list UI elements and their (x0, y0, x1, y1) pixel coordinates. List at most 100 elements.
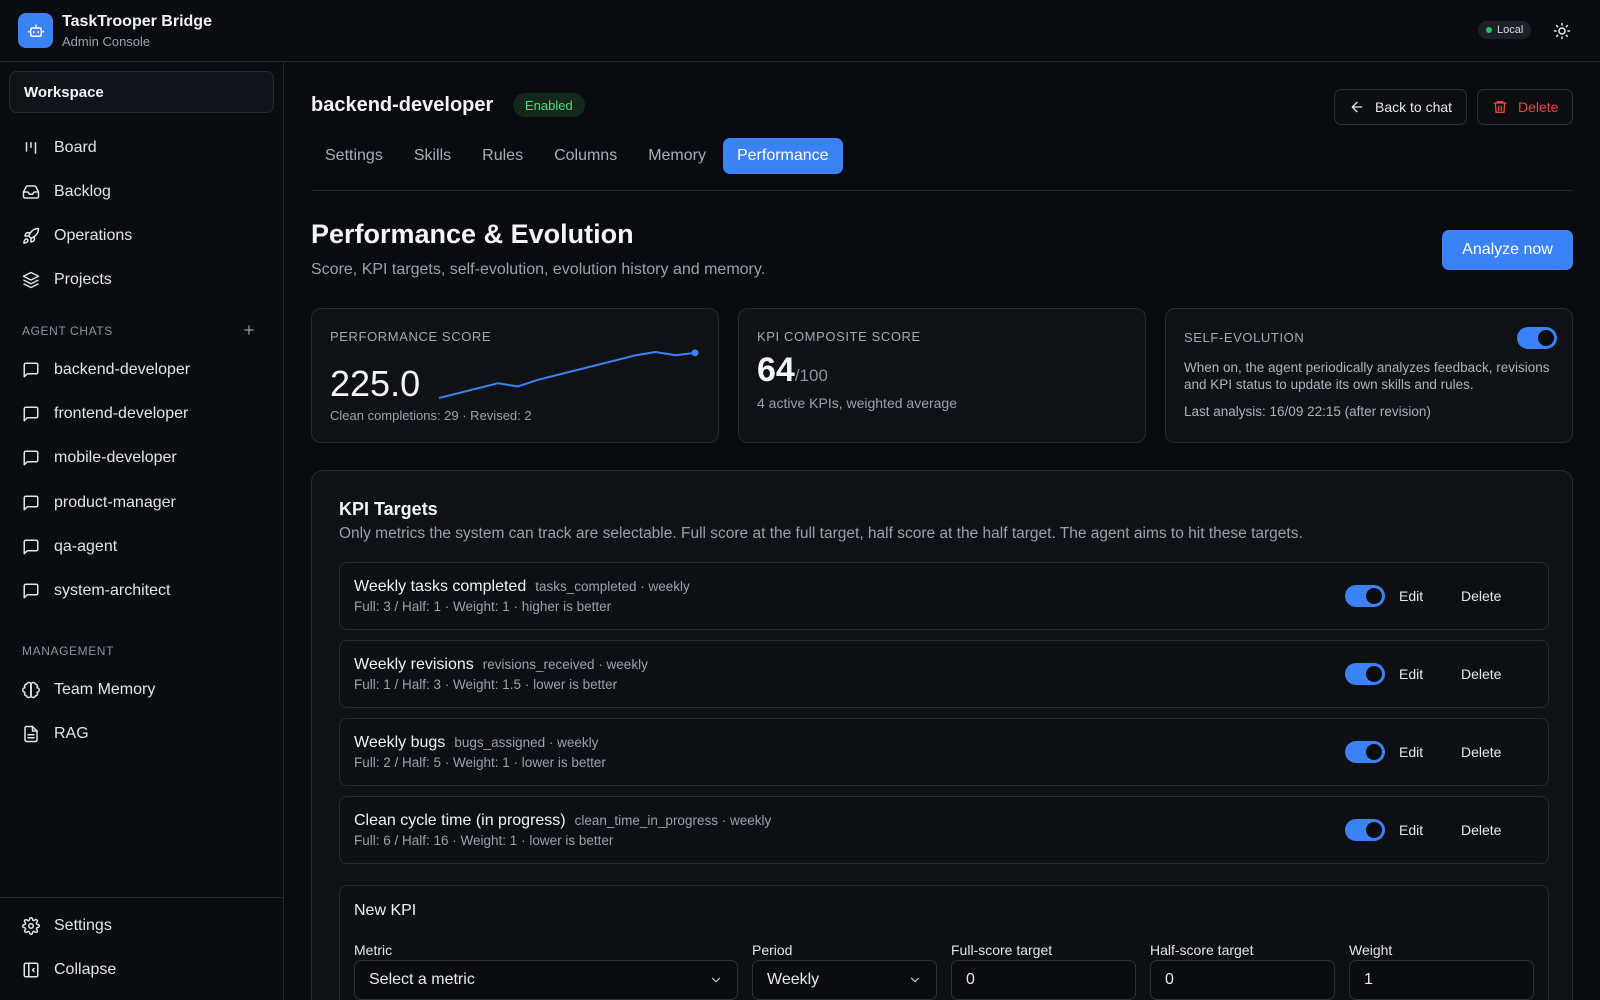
kpi-delete-button[interactable]: Delete (1461, 588, 1502, 604)
chat-icon (23, 450, 39, 466)
kpi-targets-description: Only metrics the system can track are se… (339, 525, 1303, 542)
chat-icon (23, 406, 39, 422)
board-icon (25, 142, 37, 154)
theme-toggle-button[interactable] (1551, 20, 1573, 42)
chat-item-product-manager[interactable]: product-manager (10, 484, 274, 522)
chat-item-backend-developer[interactable]: backend-developer (10, 351, 274, 389)
kpi-key: revisions_received · weekly (482, 657, 648, 672)
chat-icon (23, 539, 39, 555)
kpi-edit-button[interactable]: Edit (1399, 588, 1424, 604)
sidebar-item-label: Board (54, 139, 97, 156)
add-chat-button[interactable] (241, 322, 257, 338)
page-subtitle: Score, KPI targets, self-evolution, evol… (311, 261, 766, 278)
rocket-icon (23, 227, 40, 244)
kpi-row: Weekly bugs bugs_assigned · weekly Full: … (339, 718, 1549, 786)
tab-performance[interactable]: Performance (722, 138, 843, 174)
kpi-key: bugs_assigned · weekly (454, 735, 599, 750)
kpi-row: Clean cycle time (in progress) clean_time… (339, 796, 1549, 864)
sidebar-item-team-memory[interactable]: Team Memory (10, 671, 274, 709)
self-evolution-card: SELF-EVOLUTION When on, the agent period… (1165, 308, 1573, 443)
kpi-name: Weekly bugs (354, 734, 446, 751)
inbox-icon (22, 185, 40, 199)
sun-icon (1553, 22, 1571, 40)
half-score-target-input[interactable]: 0 (1150, 960, 1335, 1000)
performance-score-card: PERFORMANCE SCORE 225.0 Clean completion… (311, 308, 719, 443)
sidebar-footer-divider (0, 897, 284, 898)
collapse-icon (23, 962, 39, 978)
app-title: TaskTrooper Bridge (62, 13, 212, 30)
back-to-chat-button[interactable]: Back to chat (1334, 89, 1468, 125)
kpi-enabled-toggle[interactable] (1345, 663, 1385, 685)
kpi-meta: Full: 2 / Half: 5 · Weight: 1 · lower is… (354, 755, 606, 770)
half-score-target-label: Half-score target (1150, 942, 1254, 958)
app-subtitle: Admin Console (62, 34, 151, 49)
kpi-enabled-toggle[interactable] (1345, 585, 1385, 607)
chat-item-label: qa-agent (54, 538, 118, 555)
kpi-edit-button[interactable]: Edit (1399, 822, 1424, 838)
top-bar: TaskTrooper Bridge Admin Console Local (0, 0, 1600, 62)
kpi-edit-button[interactable]: Edit (1399, 744, 1424, 760)
sidebar-item-settings[interactable]: Settings (10, 907, 274, 945)
self-evolution-label: SELF-EVOLUTION (1184, 330, 1305, 345)
sidebar-item-label: RAG (54, 725, 89, 742)
kpi-delete-button[interactable]: Delete (1461, 822, 1502, 838)
layers-icon (22, 271, 40, 289)
chat-item-qa-agent[interactable]: qa-agent (10, 528, 274, 566)
kpi-name-wrap: Weekly revisions revisions_received · wee… (354, 656, 648, 674)
sidebar-item-label: Settings (54, 917, 112, 934)
self-evolution-toggle[interactable] (1517, 327, 1557, 349)
tab-skills[interactable]: Skills (413, 147, 452, 164)
kpi-enabled-toggle[interactable] (1345, 741, 1385, 763)
kpi-name-wrap: Clean cycle time (in progress) clean_time… (354, 812, 771, 830)
metric-label: Metric (354, 942, 393, 958)
tab-settings[interactable]: Settings (325, 147, 383, 164)
chat-item-system-architect[interactable]: system-architect (10, 572, 274, 610)
delete-agent-label: Delete (1518, 99, 1559, 115)
kpi-meta: Full: 3 / Half: 1 · Weight: 1 · higher i… (354, 599, 612, 614)
metric-select[interactable]: Select a metric (354, 960, 738, 1000)
agent-chats-heading: AGENT CHATS (22, 324, 113, 338)
kpi-composite-value: 64 (757, 351, 795, 389)
tab-columns[interactable]: Columns (554, 147, 618, 164)
environment-label: Local (1497, 24, 1524, 36)
performance-score-value: 225.0 (330, 363, 421, 404)
kpi-meta: Full: 1 / Half: 3 · Weight: 1.5 · lower … (354, 677, 618, 692)
performance-score-meta: Clean completions: 29 · Revised: 2 (330, 408, 532, 423)
management-heading: MANAGEMENT (22, 644, 115, 658)
sidebar-item-projects[interactable]: Projects (10, 261, 274, 299)
sidebar-collapse-button[interactable]: Collapse (10, 951, 274, 989)
chevron-down-icon (910, 977, 920, 983)
kpi-delete-button[interactable]: Delete (1461, 744, 1502, 760)
period-select-value: Weekly (767, 971, 820, 988)
workspace-switcher[interactable]: Workspace (9, 71, 274, 113)
chat-item-frontend-developer[interactable]: frontend-developer (10, 395, 274, 433)
agent-tabs: Settings Skills Rules Columns Memory Per… (311, 138, 846, 174)
status-badge: Enabled (513, 93, 585, 117)
sidebar: Workspace Board Backlog Operations Proje… (0, 62, 284, 1000)
sidebar-item-label: Team Memory (54, 681, 156, 698)
weight-label: Weight (1349, 942, 1393, 958)
chevron-down-icon (711, 977, 721, 983)
chat-item-label: backend-developer (54, 361, 191, 378)
full-score-target-input[interactable]: 0 (951, 960, 1136, 1000)
delete-agent-button[interactable]: Delete (1477, 89, 1574, 125)
sidebar-item-board[interactable]: Board (10, 129, 274, 167)
kpi-targets-title: KPI Targets (339, 499, 438, 519)
kpi-enabled-toggle[interactable] (1345, 819, 1385, 841)
sidebar-item-backlog[interactable]: Backlog (10, 173, 274, 211)
period-select[interactable]: Weekly (752, 960, 937, 1000)
kpi-edit-button[interactable]: Edit (1399, 666, 1424, 682)
sidebar-item-rag[interactable]: RAG (10, 715, 274, 753)
chat-item-mobile-developer[interactable]: mobile-developer (10, 439, 274, 477)
sidebar-item-operations[interactable]: Operations (10, 217, 274, 255)
tab-rules[interactable]: Rules (482, 147, 524, 164)
kpi-key: clean_time_in_progress · weekly (574, 813, 772, 828)
performance-sparkline (438, 349, 699, 399)
chat-icon (23, 495, 39, 511)
analyze-now-button[interactable]: Analyze now (1442, 230, 1573, 270)
tab-memory[interactable]: Memory (648, 147, 706, 164)
kpi-name-wrap: Weekly bugs bugs_assigned · weekly (354, 734, 598, 752)
kpi-delete-button[interactable]: Delete (1461, 666, 1502, 682)
weight-input[interactable]: 1 (1349, 960, 1534, 1000)
sparkline-series (438, 350, 696, 399)
